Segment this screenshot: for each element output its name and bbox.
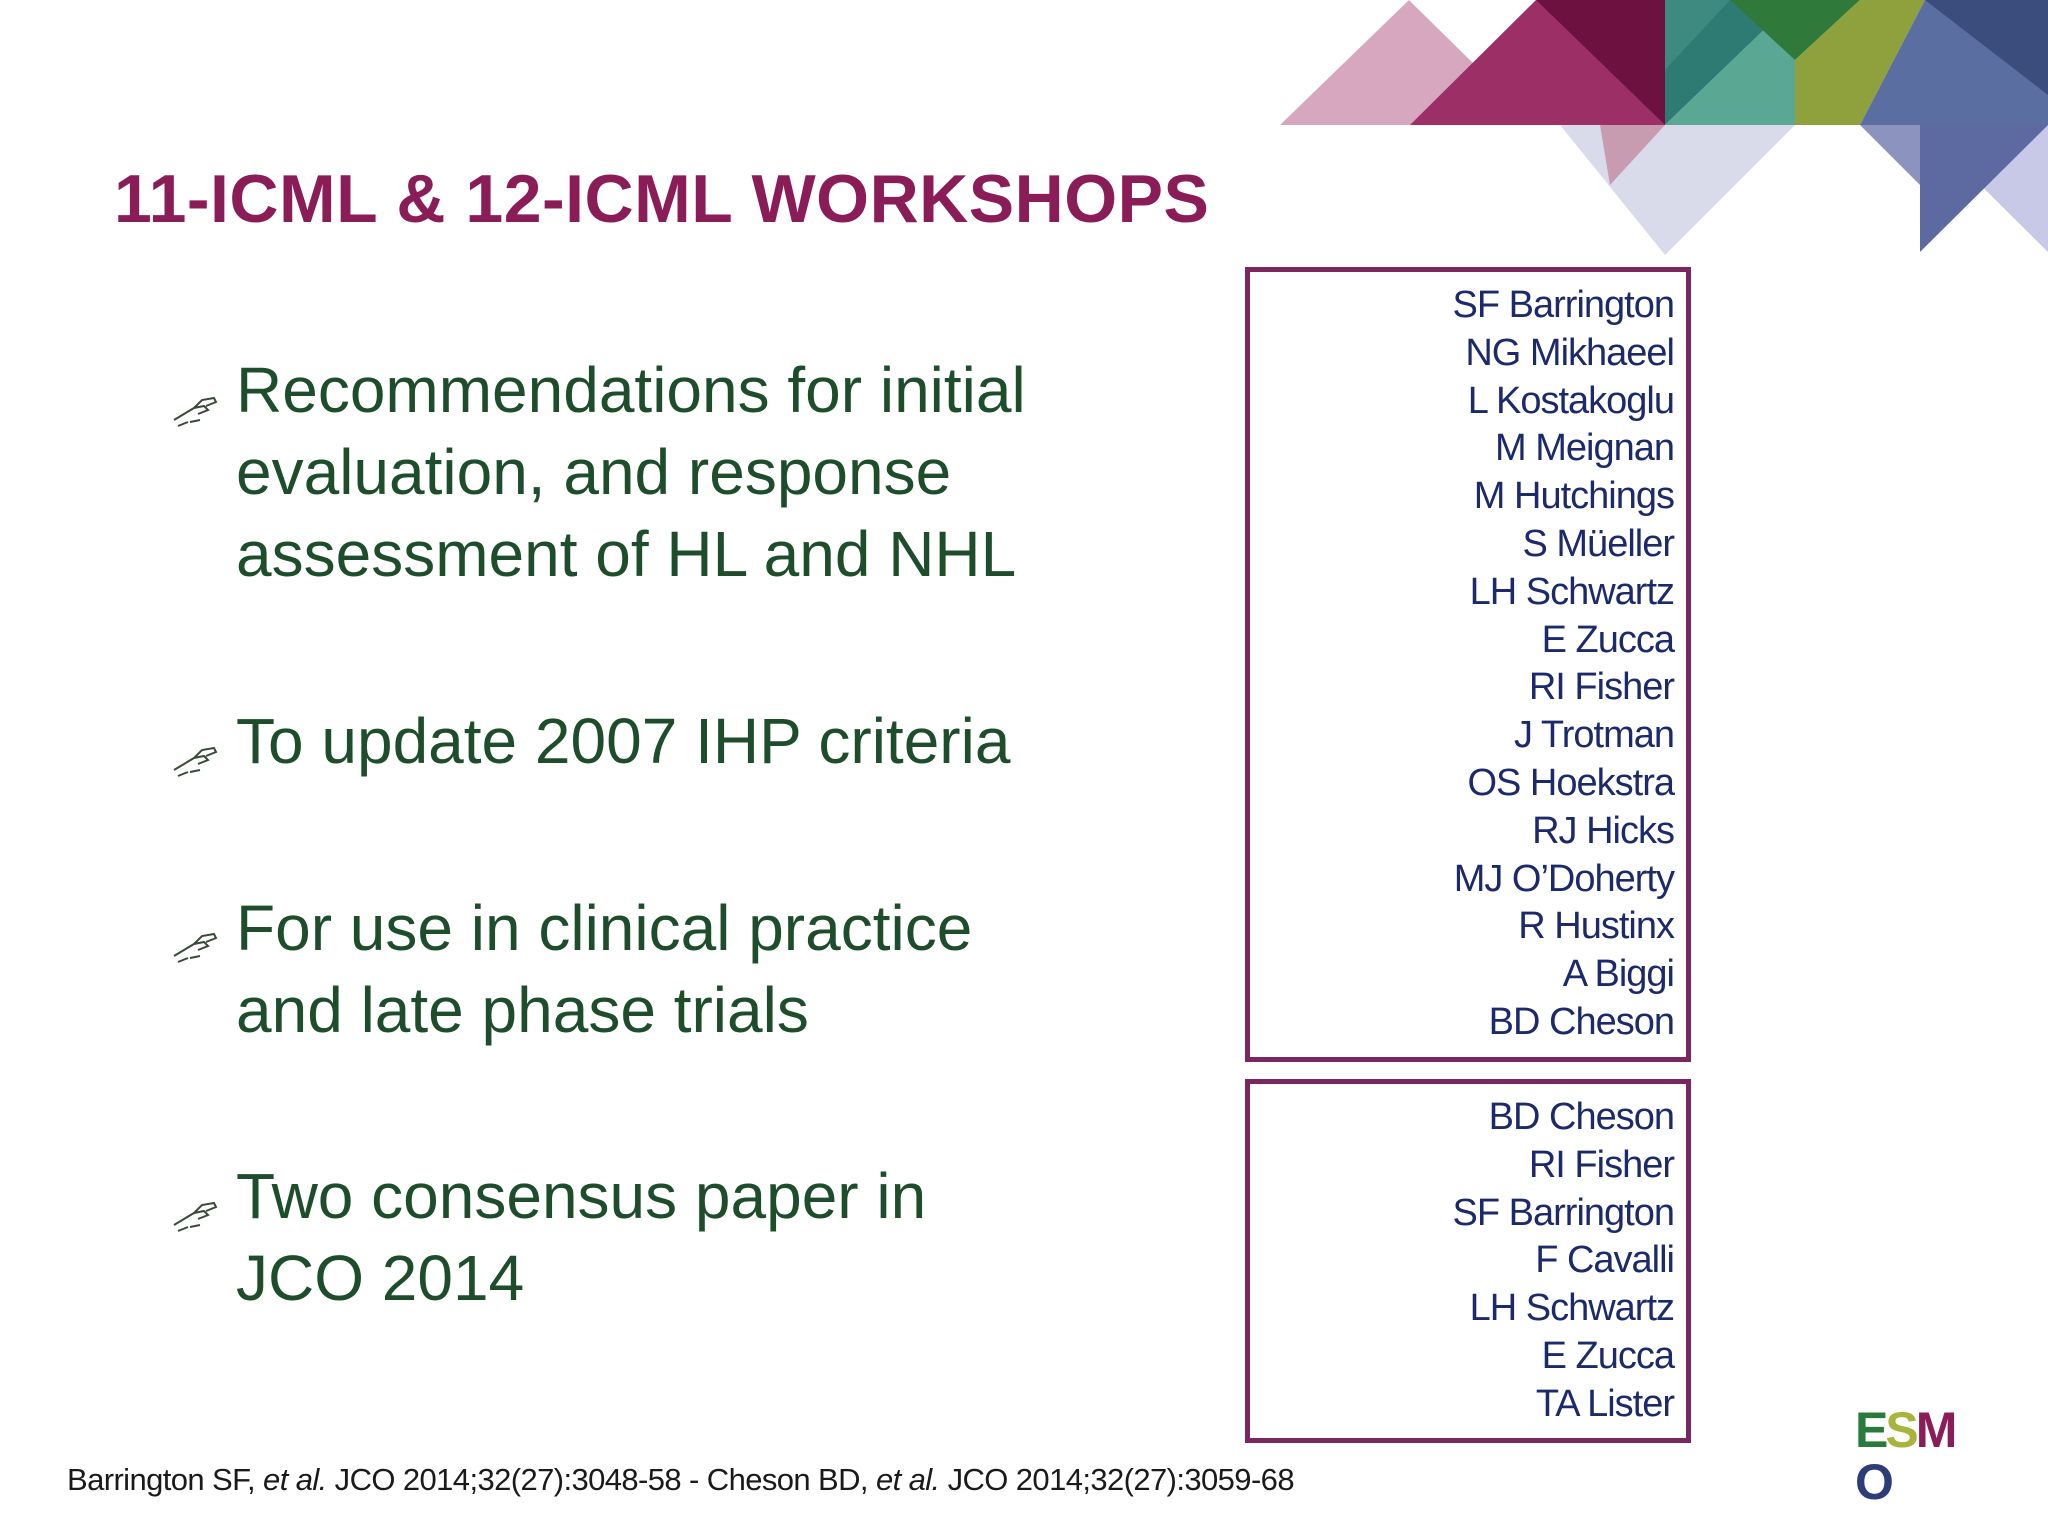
- bullet-1-line-2: evaluation, and response: [236, 436, 952, 508]
- pointing-hand-icon: [173, 396, 218, 427]
- author-name: LH Schwartz: [1469, 1287, 1675, 1330]
- bullet-item-1: Recommendations for initial evaluation, …: [236, 349, 1136, 595]
- author-name: BD Cheson: [1488, 1096, 1675, 1138]
- author-name: LH Schwartz: [1469, 570, 1675, 613]
- author-name: R Hustinx: [1518, 905, 1675, 948]
- authors-box-12-icml: BD Cheson RI Fisher SF Barrington F Cava…: [1245, 1079, 1691, 1443]
- author-name: BD Cheson: [1488, 1000, 1675, 1043]
- bullet-3-line-1: For use in clinical practice: [236, 892, 973, 964]
- bullet-3-line-2: and late phase trials: [236, 974, 809, 1046]
- author-name: F Cavalli: [1535, 1239, 1675, 1282]
- bullet-1-line-3: assessment of HL and NHL: [236, 518, 1017, 590]
- decorative-triangles: [1280, 0, 2048, 255]
- citation-et-al-2: et al.: [875, 1462, 940, 1497]
- bullet-4-line-2: JCO 2014: [236, 1242, 525, 1314]
- pointing-hand-icon: [173, 746, 218, 777]
- author-name: L Kostakoglu: [1467, 379, 1675, 422]
- authors-box-11-icml: SF Barrington NG Mikhaeel L Kostakoglu M…: [1245, 267, 1691, 1062]
- author-name: M Meignan: [1495, 427, 1675, 470]
- author-name: MJ O’Doherty: [1453, 857, 1675, 900]
- pointing-hand-icon: [173, 1201, 218, 1232]
- author-name: E Zucca: [1541, 618, 1675, 661]
- bullet-4-line-1: Two consensus paper in: [236, 1160, 927, 1232]
- citation-part-3: JCO 2014;32(27):3059-68: [939, 1462, 1295, 1497]
- author-name: M Hutchings: [1473, 475, 1675, 518]
- author-name: E Zucca: [1541, 1334, 1675, 1377]
- slide-title: 11-ICML & 12-ICML WORKSHOPS: [114, 161, 1210, 237]
- pointing-hand-icon: [173, 932, 218, 963]
- bullet-1-line-1: Recommendations for initial: [236, 354, 1026, 426]
- author-name: RI Fisher: [1528, 666, 1675, 709]
- authors-list: BD Cheson RI Fisher SF Barrington F Cava…: [1452, 1094, 1675, 1429]
- author-name: SF Barrington: [1452, 284, 1675, 326]
- bullet-2-line-1: To update 2007 IHP criteria: [236, 705, 1011, 777]
- citation-part-2: JCO 2014;32(27):3048-58 - Cheson BD,: [326, 1462, 876, 1497]
- author-name: J Trotman: [1514, 714, 1675, 757]
- author-name: NG Mikhaeel: [1465, 331, 1675, 374]
- author-name: S Müeller: [1522, 522, 1676, 565]
- author-name: RJ Hicks: [1532, 809, 1675, 852]
- author-name: A Biggi: [1562, 953, 1675, 996]
- author-name: SF Barrington: [1452, 1191, 1675, 1234]
- citation-part-1: Barrington SF,: [67, 1462, 264, 1497]
- author-name: RI Fisher: [1528, 1143, 1675, 1186]
- citation: Barrington SF, et al. JCO 2014;32(27):30…: [67, 1462, 1295, 1498]
- bullet-item-4: Two consensus paper in JCO 2014: [236, 1155, 1136, 1319]
- authors-list: SF Barrington NG Mikhaeel L Kostakoglu M…: [1452, 282, 1676, 1047]
- author-name: TA Lister: [1535, 1382, 1675, 1425]
- bullet-item-3: For use in clinical practice and late ph…: [236, 887, 1136, 1051]
- bullet-item-2: To update 2007 IHP criteria: [236, 700, 1136, 782]
- esmo-logo: ESMO: [1855, 1402, 1957, 1510]
- author-name: OS Hoekstra: [1467, 761, 1675, 804]
- citation-et-al-1: et al.: [263, 1462, 327, 1497]
